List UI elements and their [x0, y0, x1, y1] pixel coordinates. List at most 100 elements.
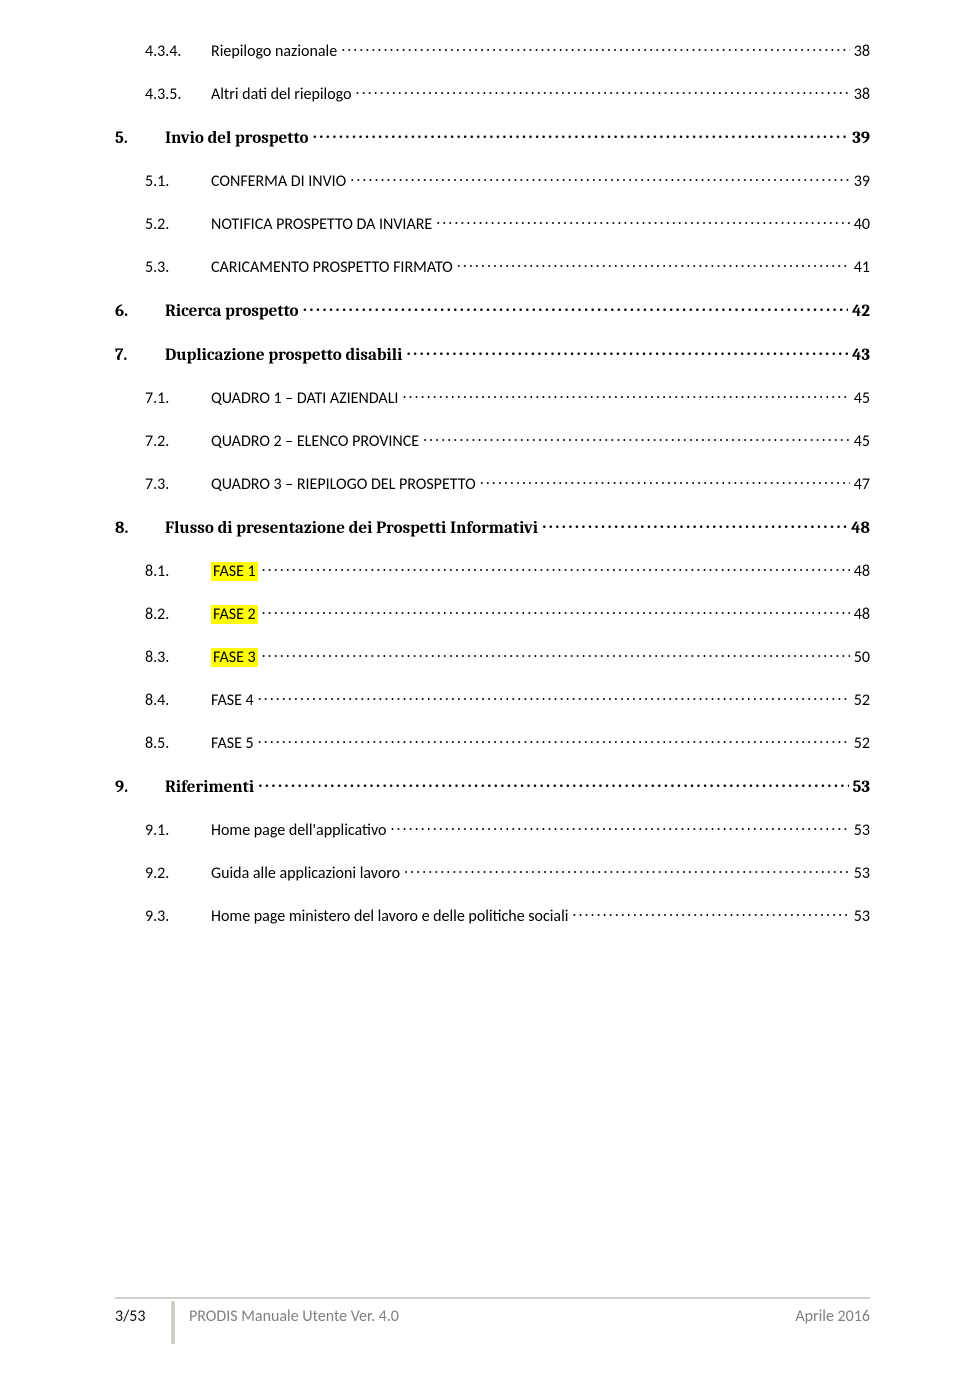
toc-entry-title: Invio del prospetto: [165, 129, 308, 148]
table-of-contents: 4.3.4.Riepilogo nazionale38 4.3.5.Altri d…: [115, 40, 870, 926]
toc-entry-page: 43: [852, 346, 870, 365]
toc-entry-title: QUADRO 2 – ELENCO PROVINCE: [211, 432, 419, 451]
toc-entry: 8.5.FASE 5 52: [115, 732, 870, 753]
toc-entry-title: FASE 5: [211, 734, 254, 753]
toc-entry: 8.4.FASE 4 52: [115, 689, 870, 710]
toc-leader-dots: [480, 473, 850, 489]
toc-entry-number: 9.1.: [115, 821, 211, 840]
toc-entry-page: 42: [852, 302, 870, 321]
toc-entry-page: 48: [851, 519, 870, 538]
toc-entry-page: 45: [854, 432, 870, 451]
toc-leader-dots: [572, 905, 849, 921]
toc-entry-page: 53: [854, 864, 870, 883]
toc-leader-dots: [423, 430, 850, 446]
toc-entry: 5.3.CARICAMENTO PROSPETTO FIRMATO41: [115, 256, 870, 277]
toc-leader-dots: [406, 343, 848, 360]
toc-leader-dots: [312, 126, 848, 143]
toc-entry: 9.3.Home page ministero del lavoro e del…: [115, 905, 870, 926]
toc-leader-dots: [350, 170, 850, 186]
toc-entry-number: 5.3.: [115, 258, 211, 277]
footer-content: 3/53 PRODIS Manuale Utente Ver. 4.0 Apri…: [115, 1299, 870, 1344]
toc-entry-title: NOTIFICA PROSPETTO DA INVIARE: [211, 215, 432, 234]
toc-leader-dots: [457, 256, 850, 272]
toc-entry-title: FASE 1: [211, 562, 258, 581]
toc-entry-page: 38: [854, 85, 870, 104]
toc-entry: 8.2.FASE 248: [115, 603, 870, 624]
toc-entry-title: FASE 4: [211, 691, 254, 710]
toc-entry-number: 8.: [115, 519, 165, 538]
toc-entry-page: 40: [854, 215, 870, 234]
toc-entry: 5.Invio del prospetto39: [115, 126, 870, 148]
toc-entry: 7.Duplicazione prospetto disabili 43: [115, 343, 870, 365]
toc-entry-page: 45: [854, 389, 870, 408]
toc-entry-title: Altri dati del riepilogo: [211, 85, 352, 104]
toc-entry: 8.Flusso di presentazione dei Prospetti …: [115, 516, 870, 538]
toc-entry: 6.Ricerca prospetto 42: [115, 299, 870, 321]
toc-entry-number: 4.3.4.: [115, 42, 211, 61]
toc-leader-dots: [356, 83, 850, 99]
toc-entry: 5.2.NOTIFICA PROSPETTO DA INVIARE 40: [115, 213, 870, 234]
toc-entry-number: 4.3.5.: [115, 85, 211, 104]
toc-entry-page: 38: [854, 42, 870, 61]
toc-entry-number: 8.5.: [115, 734, 211, 753]
toc-entry-number: 5.1.: [115, 172, 211, 191]
toc-entry: 4.3.4.Riepilogo nazionale38: [115, 40, 870, 61]
toc-leader-dots: [402, 387, 849, 403]
footer-date: Aprile 2016: [795, 1301, 870, 1344]
toc-entry-page: 53: [853, 778, 870, 797]
toc-entry-number: 9.2.: [115, 864, 211, 883]
toc-entry: 9.Riferimenti 53: [115, 775, 870, 797]
toc-leader-dots: [258, 732, 850, 748]
toc-entry-number: 8.3.: [115, 648, 211, 667]
toc-leader-dots: [303, 299, 848, 316]
toc-entry: 5.1.CONFERMA DI INVIO39: [115, 170, 870, 191]
toc-entry-title: FASE 3: [211, 648, 258, 667]
toc-leader-dots: [390, 819, 849, 835]
toc-entry-number: 7.: [115, 346, 165, 365]
toc-entry-number: 6.: [115, 302, 165, 321]
toc-entry-page: 41: [854, 258, 870, 277]
toc-entry: 7.2.QUADRO 2 – ELENCO PROVINCE 45: [115, 430, 870, 451]
toc-entry-page: 39: [854, 172, 870, 191]
toc-leader-dots: [404, 862, 850, 878]
toc-entry-number: 7.3.: [115, 475, 211, 494]
toc-leader-dots: [262, 560, 850, 576]
toc-entry: 7.1.QUADRO 1 – DATI AZIENDALI45: [115, 387, 870, 408]
toc-leader-dots: [258, 775, 848, 792]
toc-entry-page: 50: [854, 648, 870, 667]
toc-entry-page: 52: [854, 691, 870, 710]
document-page: 4.3.4.Riepilogo nazionale38 4.3.5.Altri d…: [0, 0, 960, 1377]
toc-entry-page: 53: [854, 907, 870, 926]
toc-entry-title: Home page dell'applicativo: [211, 821, 386, 840]
toc-entry-number: 5.: [115, 129, 165, 148]
toc-entry-number: 8.1.: [115, 562, 211, 581]
toc-entry-number: 5.2.: [115, 215, 211, 234]
toc-entry-number: 7.2.: [115, 432, 211, 451]
toc-leader-dots: [262, 646, 850, 662]
toc-leader-dots: [542, 516, 847, 533]
toc-entry-number: 8.2.: [115, 605, 211, 624]
toc-entry-page: 47: [854, 475, 870, 494]
toc-leader-dots: [341, 40, 850, 56]
toc-entry: 9.1.Home page dell'applicativo53: [115, 819, 870, 840]
toc-entry-title: Ricerca prospetto: [165, 302, 299, 321]
toc-entry-title: Flusso di presentazione dei Prospetti In…: [165, 519, 538, 538]
toc-entry-title: Guida alle applicazioni lavoro: [211, 864, 400, 883]
toc-entry: 8.3.FASE 3 50: [115, 646, 870, 667]
toc-entry-number: 9.: [115, 778, 165, 797]
toc-entry-page: 48: [854, 562, 870, 581]
toc-entry-number: 8.4.: [115, 691, 211, 710]
page-footer: 3/53 PRODIS Manuale Utente Ver. 4.0 Apri…: [0, 1297, 960, 1377]
toc-entry-title: QUADRO 1 – DATI AZIENDALI: [211, 389, 398, 408]
toc-entry-title: QUADRO 3 – RIEPILOGO DEL PROSPETTO: [211, 475, 476, 494]
toc-entry-number: 9.3.: [115, 907, 211, 926]
footer-page-number: 3/53: [115, 1301, 175, 1344]
toc-entry-title: Home page ministero del lavoro e delle p…: [211, 907, 568, 926]
toc-leader-dots: [436, 213, 850, 229]
toc-entry-title: Duplicazione prospetto disabili: [165, 346, 402, 365]
footer-title: PRODIS Manuale Utente Ver. 4.0: [175, 1301, 795, 1344]
toc-entry-title: Riferimenti: [165, 778, 254, 797]
toc-entry-page: 52: [854, 734, 870, 753]
toc-entry: 8.1.FASE 1 48: [115, 560, 870, 581]
toc-entry: 9.2.Guida alle applicazioni lavoro 53: [115, 862, 870, 883]
